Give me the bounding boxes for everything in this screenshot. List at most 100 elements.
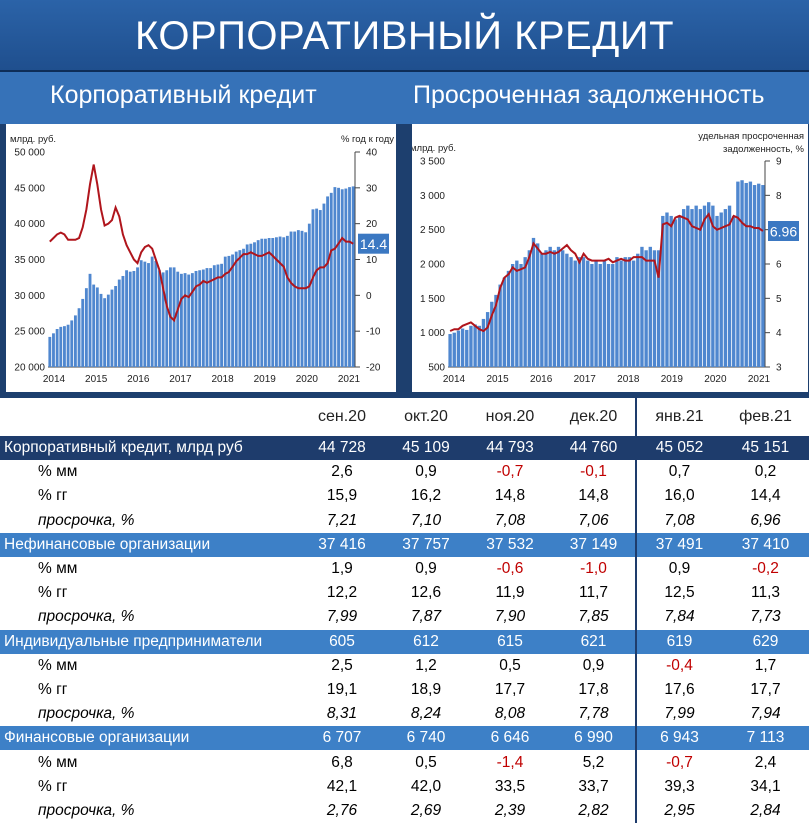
bar	[631, 260, 636, 367]
table-cell: 2,69	[410, 801, 442, 819]
table-cell: 37 532	[468, 532, 552, 557]
table-cell: 5,2	[582, 753, 605, 771]
x-tick-label: 2020	[296, 374, 319, 385]
bar	[732, 215, 736, 367]
table-cell: 7,90	[494, 608, 526, 626]
table-cell: 7,21	[326, 511, 358, 529]
column-header: окт.20	[384, 398, 468, 436]
table-row: Корпоративный кредит, млрд руб 44 728 45 1…	[0, 436, 809, 461]
y-right-tick-label: 8	[776, 191, 782, 202]
table-cell: 11,3	[750, 584, 781, 602]
y-right-tick-label: -20	[366, 363, 381, 374]
table-cell: 18,9	[410, 680, 442, 698]
table-cell: 33,7	[578, 777, 609, 795]
credit-data-table: сен.20 окт.20 ноя.20 дек.20 янв.21 фев.21 Кор…	[0, 398, 809, 823]
bar	[198, 270, 202, 367]
bar	[136, 267, 139, 367]
y-left-tick-label: 2 500	[420, 225, 445, 236]
table-cell: 8,24	[410, 705, 442, 723]
bar	[264, 238, 267, 367]
bar	[736, 181, 740, 367]
page-title: КОРПОРАТИВНЫЙ КРЕДИТ	[0, 0, 809, 72]
bar	[238, 250, 242, 367]
table-cell: 14,8	[578, 487, 609, 505]
bar	[106, 294, 110, 367]
bar	[494, 294, 498, 367]
x-tick-label: 2021	[748, 374, 771, 385]
bar	[223, 256, 227, 367]
bar	[322, 203, 326, 367]
bar	[577, 257, 582, 367]
corporate-credit-chart: 50 000 45 000 40 000 35 000 30 000 25 000 20 0…	[6, 124, 396, 392]
series-line	[49, 164, 354, 323]
bar	[556, 246, 561, 367]
table-cell: 37 149	[552, 532, 636, 557]
bar	[573, 260, 577, 367]
bar	[744, 182, 748, 367]
bar	[648, 246, 652, 367]
bar	[586, 260, 590, 367]
bar	[481, 318, 486, 367]
bar	[523, 257, 527, 367]
bar	[209, 268, 213, 367]
bar	[128, 271, 132, 367]
bar	[636, 253, 640, 367]
table-cell: 37 491	[635, 532, 722, 557]
table-cell: 6 990	[552, 726, 636, 751]
table-cell: -1,0	[580, 560, 607, 578]
table-row: просрочка, % 7,99 7,87 7,90 7,85 7,84 7,73	[0, 605, 809, 630]
bar	[267, 238, 271, 367]
row-label: просрочка, %	[38, 801, 135, 819]
bar	[702, 205, 707, 367]
bar	[473, 324, 477, 367]
table-cell: -0,2	[752, 560, 779, 578]
table-cell: 6,8	[331, 753, 353, 771]
bar	[212, 265, 216, 367]
y-right-tick-label: 0	[366, 291, 372, 302]
bar	[132, 270, 136, 367]
y-left-tick-label: 500	[428, 363, 445, 374]
table-cell: -0,7	[496, 463, 524, 481]
table-cell: 7,87	[410, 608, 442, 626]
table-cell: 2,95	[635, 798, 722, 823]
table-cell: 0,9	[415, 463, 437, 481]
bar	[256, 240, 260, 367]
bar	[48, 336, 52, 367]
bar	[477, 325, 481, 367]
bar	[351, 186, 355, 367]
table-cell: 45 109	[384, 436, 468, 461]
table-cell: 2,76	[326, 801, 358, 819]
table-cell: 12,6	[410, 584, 442, 602]
y-right-tick-label: 10	[366, 255, 378, 266]
bar	[681, 209, 686, 367]
bar	[253, 242, 256, 367]
x-tick-label: 2017	[574, 374, 597, 385]
bar	[176, 271, 180, 367]
y-left-tick-label: 40 000	[14, 219, 45, 230]
table-cell: 17,7	[750, 680, 781, 698]
row-label: просрочка, %	[38, 608, 135, 626]
table-row: % мм 6,8 0,5 -1,4 5,2 -0,7 2,4	[0, 750, 809, 775]
table-body: Корпоративный кредит, млрд руб 44 728 45 1…	[0, 436, 809, 823]
bar	[348, 187, 351, 367]
bar	[172, 267, 176, 367]
table-cell: 42,0	[410, 777, 442, 795]
bar	[535, 243, 540, 367]
table-cell: 8,31	[326, 705, 358, 723]
bar	[623, 257, 627, 367]
bar	[531, 237, 536, 367]
bar	[158, 270, 161, 367]
bar	[315, 208, 319, 367]
table-cell: 0,7	[635, 460, 722, 485]
table-cell: 14,4	[750, 487, 781, 505]
table-cell: 2,6	[331, 463, 353, 481]
bar	[506, 270, 511, 367]
row-label: % мм	[38, 463, 78, 481]
row-label: Нефинансовые организации	[0, 532, 300, 557]
table-cell: 6,96	[750, 511, 781, 529]
table-cell: 0,2	[754, 463, 777, 481]
table-cell: 7 113	[722, 726, 809, 751]
column-header: ноя.20	[468, 398, 552, 436]
table-cell: 44 728	[300, 436, 384, 461]
